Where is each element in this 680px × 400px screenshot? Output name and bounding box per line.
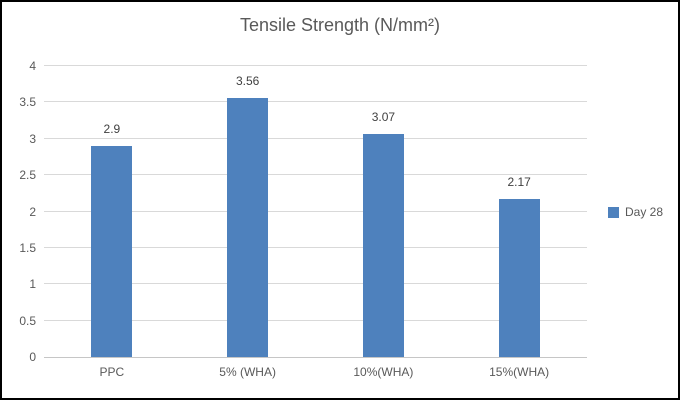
y-tick-label: 2.5 (19, 168, 36, 183)
value-label: 2.17 (507, 175, 531, 190)
legend: Day 28 (608, 205, 663, 219)
y-tick-label: 0 (29, 350, 36, 364)
legend-swatch (608, 206, 619, 218)
bar (362, 133, 404, 357)
gridline (44, 319, 587, 321)
bar (498, 199, 540, 357)
value-label: 3.56 (235, 74, 260, 88)
y-tick-label: 0.5 (19, 313, 36, 328)
gridline (44, 65, 587, 66)
y-tick-label: 1 (29, 277, 36, 292)
x-tick-label: 15%(WHA) (489, 365, 550, 379)
gridline (44, 246, 587, 248)
y-tick-label: 2 (29, 204, 36, 219)
bar (91, 146, 133, 357)
y-tick-label: 3.5 (19, 95, 36, 110)
plot-area (44, 65, 587, 358)
x-tick-label: PPC (99, 365, 125, 379)
x-tick-label: 5% (WHA) (219, 365, 276, 379)
y-tick-label: 4 (29, 59, 36, 73)
legend-label: Day 28 (625, 205, 664, 219)
chart-title: Tensile Strength (N/mm²) (239, 15, 441, 35)
gridline (44, 174, 587, 176)
gridline (44, 283, 587, 285)
value-label: 3.07 (371, 109, 396, 124)
gridline (44, 101, 587, 103)
gridline (44, 210, 587, 212)
bar (227, 98, 269, 357)
y-tick-label: 1.5 (19, 240, 36, 255)
gridline (44, 137, 587, 139)
y-tick-label: 3 (29, 131, 36, 146)
value-label: 2.9 (103, 122, 121, 137)
x-tick-label: 10%(WHA) (353, 365, 414, 379)
